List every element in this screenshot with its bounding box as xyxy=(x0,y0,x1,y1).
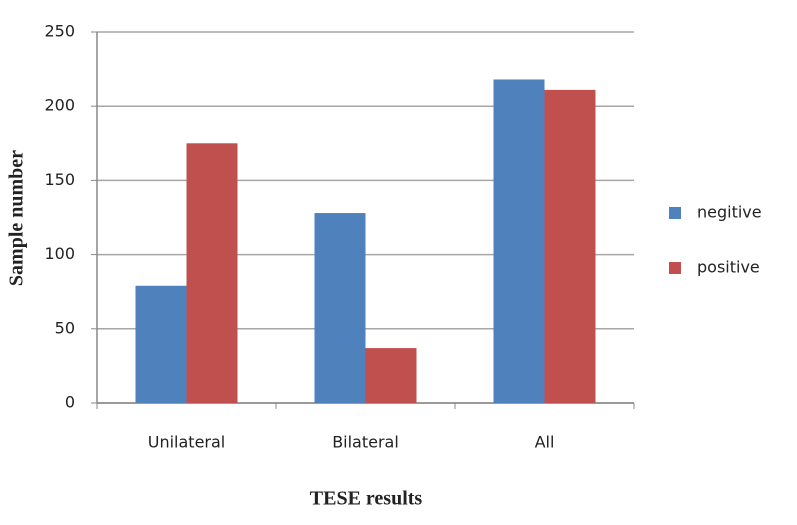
y-tick-label: 200 xyxy=(44,96,75,115)
y-tick-label: 0 xyxy=(65,393,75,412)
x-tick-label: All xyxy=(535,433,555,452)
legend-swatch xyxy=(669,262,681,274)
legend-label: positive xyxy=(697,258,760,277)
x-tick-label: Unilateral xyxy=(148,433,226,452)
bar xyxy=(365,348,417,403)
y-tick-label: 100 xyxy=(44,244,75,263)
legend-label: negitive xyxy=(697,203,762,222)
x-tick-label: Bilateral xyxy=(332,433,399,452)
y-tick-label: 50 xyxy=(55,318,75,337)
bar xyxy=(135,285,187,403)
bar xyxy=(493,79,545,403)
x-axis-title: TESE results xyxy=(310,488,423,510)
bar xyxy=(186,143,238,404)
legend-swatch xyxy=(669,207,681,219)
bar xyxy=(314,213,366,403)
y-tick-label: 150 xyxy=(44,170,75,189)
y-tick-label: 250 xyxy=(44,22,75,41)
y-axis-title: Sample number xyxy=(6,150,28,286)
bar xyxy=(544,89,596,403)
